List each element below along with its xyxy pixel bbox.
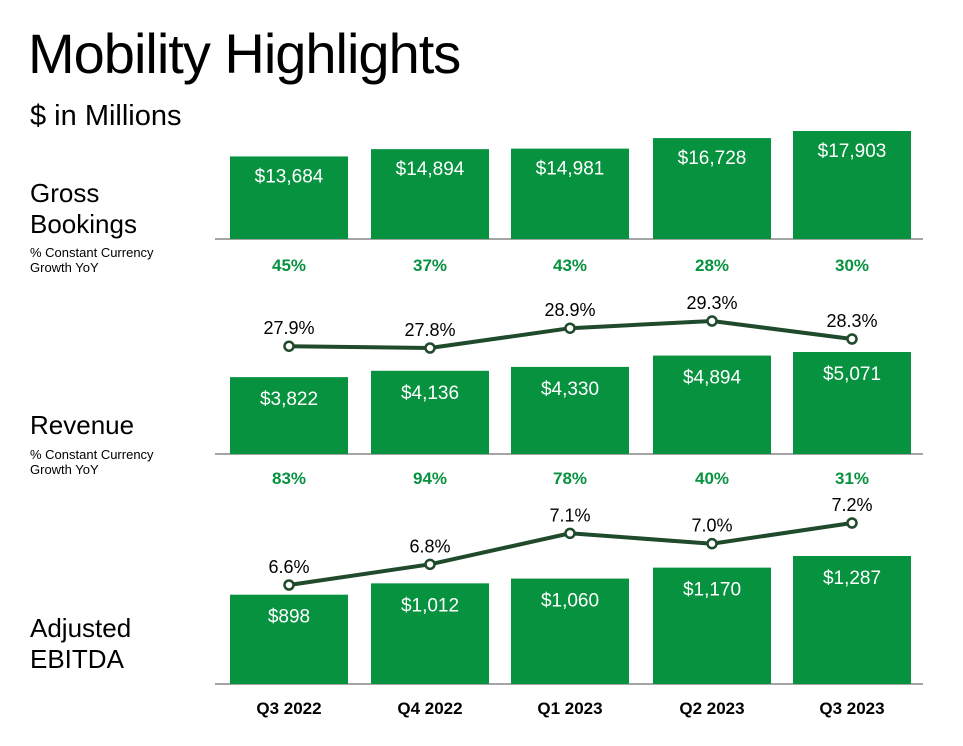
revenue-bar: [653, 355, 771, 454]
adjusted-ebitda-label-line2: EBITDA: [30, 644, 124, 674]
revenue-growth-label: 83%: [272, 469, 306, 488]
revenue-bar: [511, 366, 629, 454]
gross-bookings-bar: [653, 138, 771, 239]
adjusted-ebitda-margin-label: 7.2%: [831, 495, 872, 515]
adjusted-ebitda-bar-value-label: $1,012: [401, 595, 459, 616]
revenue-growth-label: 31%: [835, 469, 869, 488]
revenue-margin-point: [424, 342, 436, 354]
x-axis-category-label: Q3 2022: [256, 699, 321, 718]
revenue-margin-point: [283, 340, 295, 352]
revenue-growth-label: 78%: [553, 469, 587, 488]
gross-bookings-bar: [793, 131, 911, 239]
x-axis-category-label: Q1 2023: [537, 699, 602, 718]
revenue-label: Revenue: [30, 410, 135, 440]
adjusted-ebitda-bar: [371, 583, 489, 684]
adjusted-ebitda-margin-label: 7.0%: [691, 516, 732, 536]
revenue-bar: [793, 352, 911, 454]
gross-bookings-bar: [230, 156, 348, 239]
revenue-margin-label: 27.9%: [263, 318, 314, 338]
revenue-margin-point: [564, 322, 576, 334]
adjusted-ebitda-bar-value-label: $1,287: [823, 568, 881, 589]
revenue-bar: [230, 377, 348, 454]
gross-bookings-growth-label: 37%: [413, 256, 447, 275]
revenue-margin-point: [706, 315, 718, 327]
revenue-margin-label: 29.3%: [686, 293, 737, 313]
adjusted-ebitda-margin-label: 7.1%: [549, 505, 590, 525]
adjusted-ebitda-margin-point: [706, 537, 718, 550]
gross-bookings-growth-label: 28%: [695, 256, 729, 275]
gross-bookings-bar-value-label: $17,903: [818, 141, 887, 162]
adjusted-ebitda-margin-point: [846, 517, 858, 529]
gross-bookings-note-line2: Growth YoY: [30, 260, 99, 275]
revenue-growth-label: 94%: [413, 469, 447, 488]
revenue-growth-label: 40%: [695, 469, 729, 488]
gross-bookings-label-line2: Bookings: [30, 209, 137, 239]
gross-bookings-note-line1: % Constant Currency: [30, 245, 154, 260]
revenue-margin-label: 27.8%: [404, 320, 455, 340]
revenue-margin-point: [846, 333, 858, 345]
adjusted-ebitda-bar-value-label: $1,170: [683, 580, 741, 601]
page-subtitle: $ in Millions: [30, 100, 182, 132]
gross-bookings-bar: [511, 148, 629, 239]
adjusted-ebitda-label-line1: Adjusted: [30, 613, 132, 643]
adjusted-ebitda-bar-value-label: $898: [268, 607, 310, 628]
adjusted-ebitda-bar: [511, 578, 629, 684]
adjusted-ebitda-bar: [793, 556, 911, 684]
revenue-margin-label: 28.9%: [544, 300, 595, 320]
revenue-bar-value-label: $4,894: [683, 368, 742, 389]
revenue-margin-label: 28.3%: [826, 311, 877, 331]
adjusted-ebitda-bar-value-label: $1,060: [541, 591, 599, 612]
adjusted-ebitda-margin-point: [564, 527, 576, 540]
revenue-bar: [371, 370, 489, 454]
x-axis-category-label: Q3 2023: [819, 699, 884, 718]
adjusted-ebitda-bar: [230, 594, 348, 684]
gross-bookings-growth-label: 30%: [835, 256, 869, 275]
revenue-bar-value-label: $5,071: [823, 364, 881, 385]
adjusted-ebitda-margin-point: [283, 579, 295, 591]
gross-bookings-growth-label: 45%: [272, 256, 306, 275]
page-title: Mobility Highlights: [28, 22, 461, 85]
adjusted-ebitda-margin-label: 6.8%: [409, 536, 450, 556]
revenue-note-line2: Growth YoY: [30, 462, 99, 477]
adjusted-ebitda-bar: [653, 567, 771, 684]
gross-bookings-bar: [371, 149, 489, 239]
adjusted-ebitda-margin-point: [424, 558, 436, 571]
gross-bookings-bar-value-label: $16,728: [678, 148, 747, 169]
revenue-bar-value-label: $4,330: [541, 379, 599, 400]
revenue-note-line1: % Constant Currency: [30, 447, 154, 462]
adjusted-ebitda-margin-label: 6.6%: [268, 557, 309, 577]
x-axis-category-label: Q2 2023: [679, 699, 744, 718]
revenue-bar-value-label: $4,136: [401, 383, 459, 404]
x-axis-category-label: Q4 2022: [397, 699, 462, 718]
gross-bookings-growth-label: 43%: [553, 256, 587, 275]
gross-bookings-bar-value-label: $14,981: [536, 159, 605, 180]
gross-bookings-bar-value-label: $13,684: [255, 166, 324, 187]
revenue-bar-value-label: $3,822: [260, 389, 318, 410]
gross-bookings-label-line1: Gross: [30, 178, 100, 208]
gross-bookings-bar-value-label: $14,894: [396, 159, 465, 180]
